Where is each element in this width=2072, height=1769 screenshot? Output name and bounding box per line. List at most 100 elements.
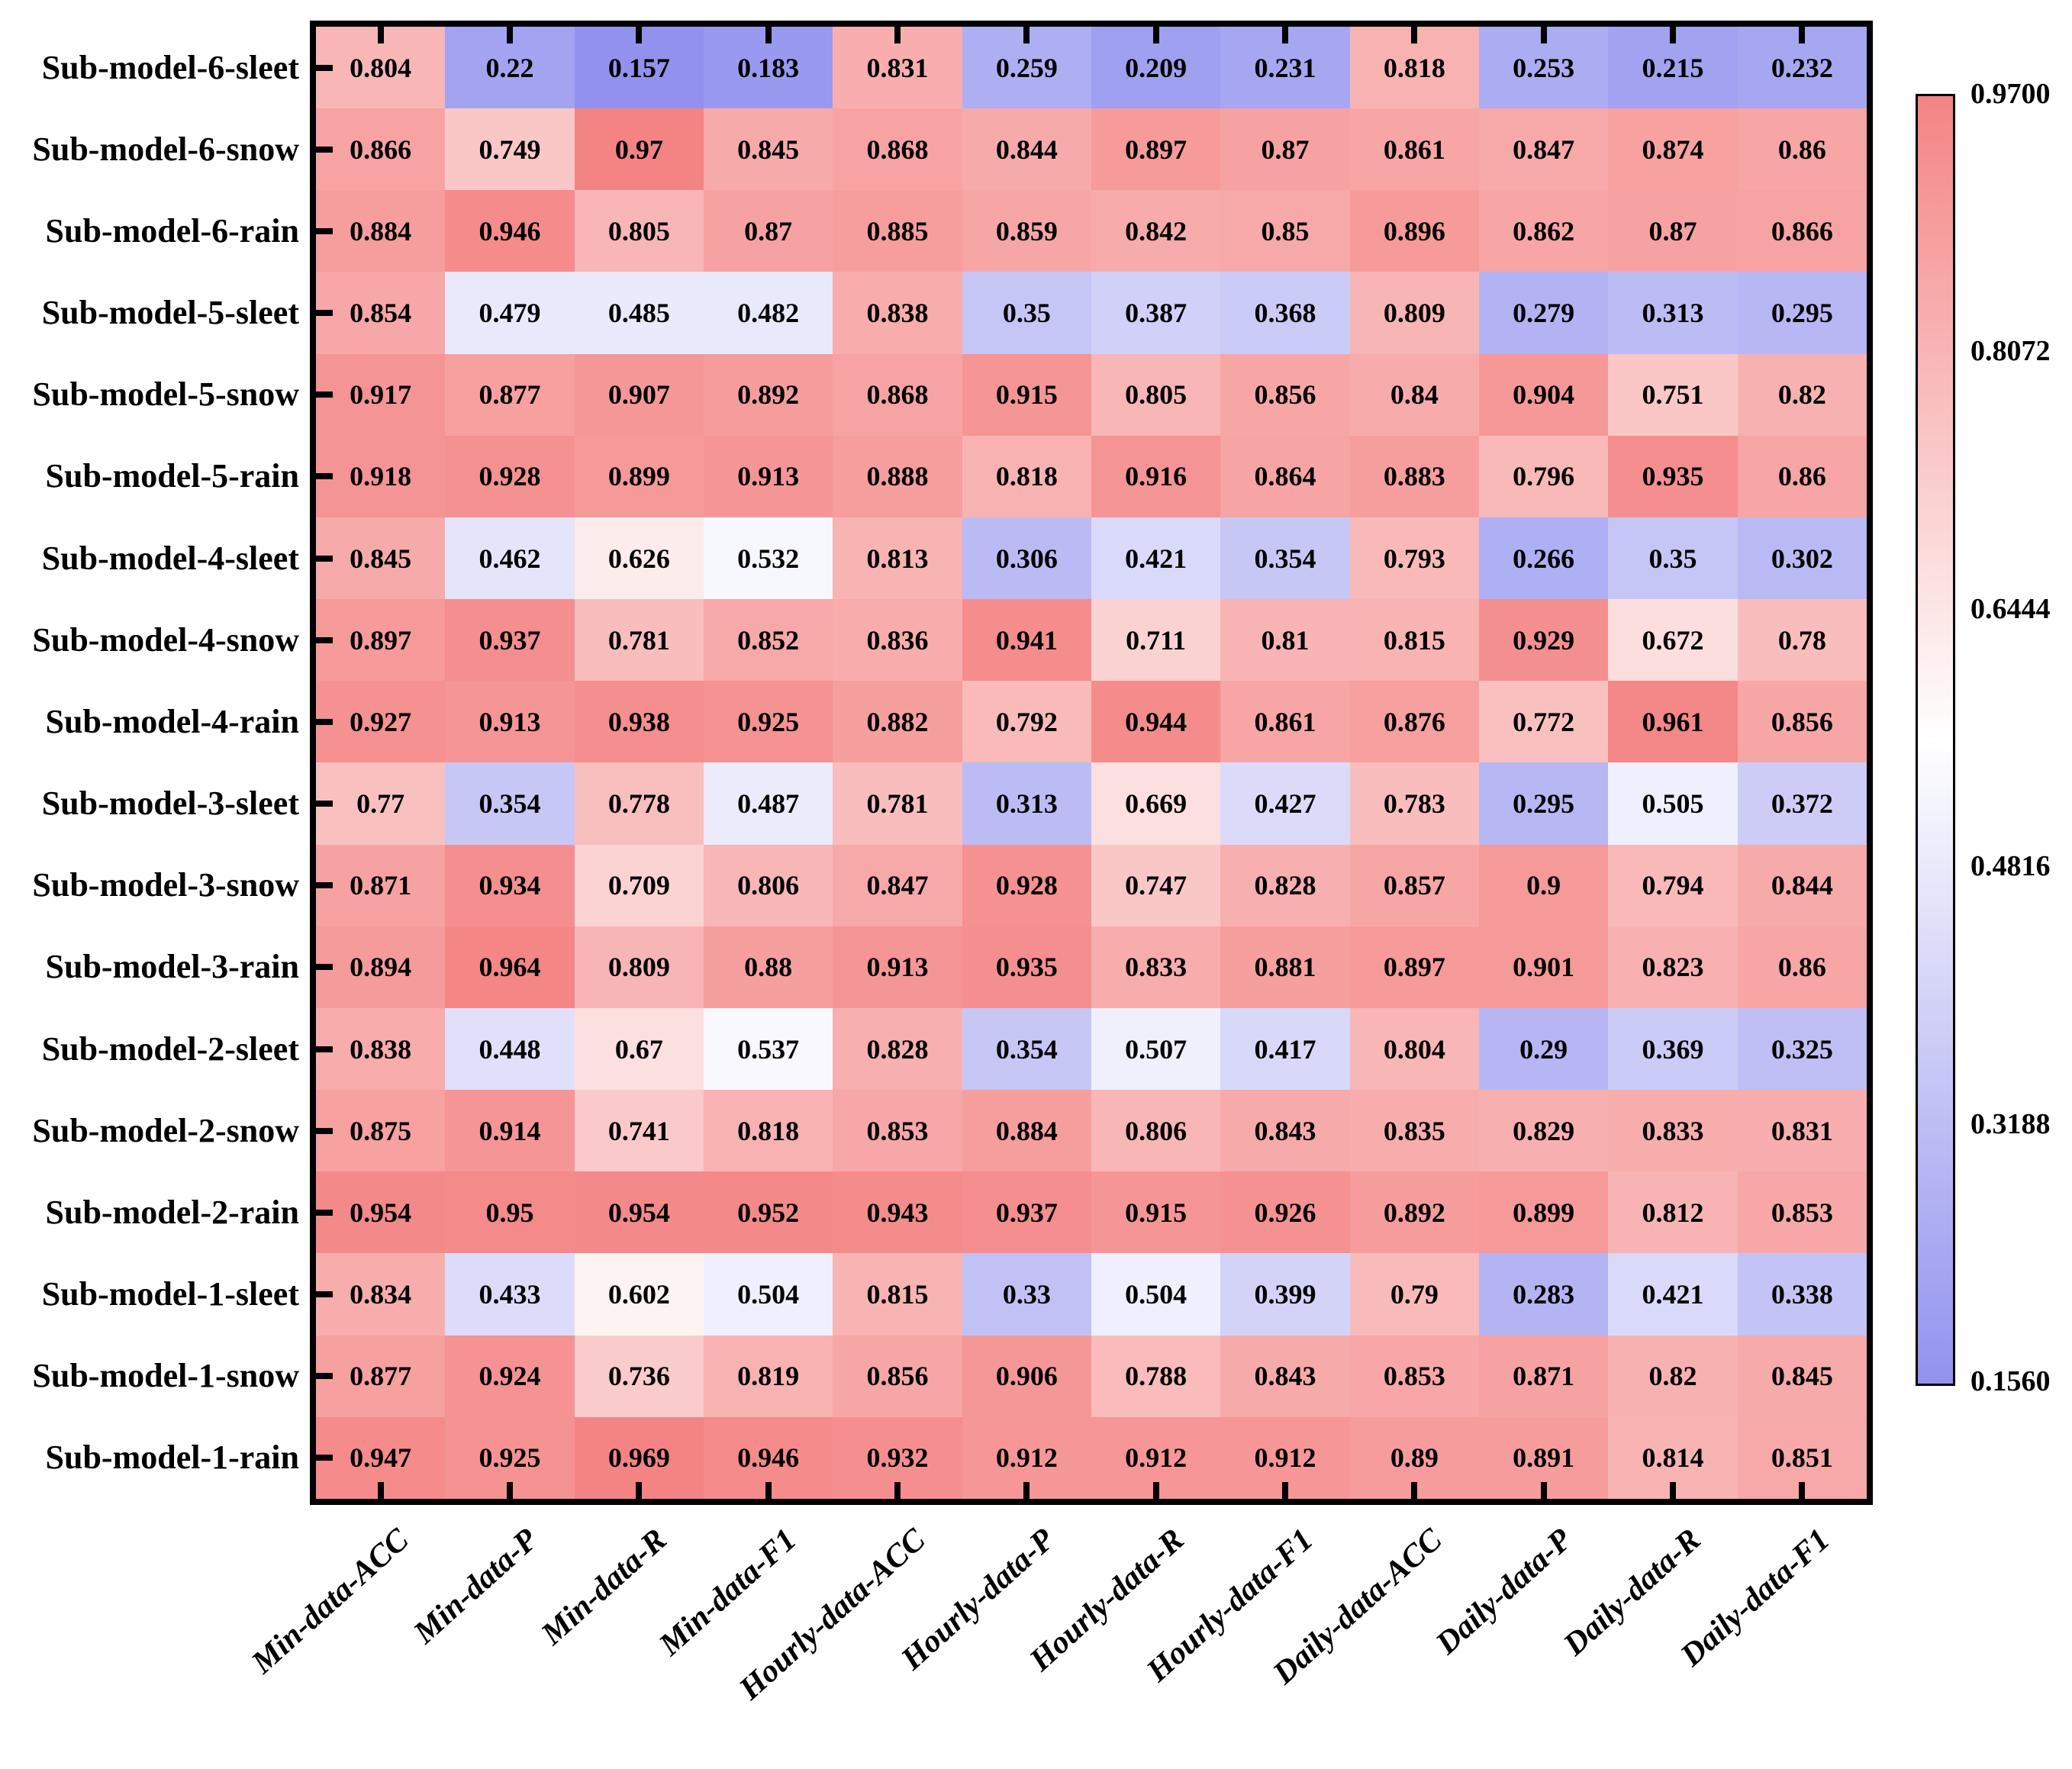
cell-value: 0.851: [1771, 1442, 1833, 1474]
heatmap-cell: 0.935: [962, 926, 1091, 1008]
heatmap-cell: 0.29: [1478, 1007, 1609, 1091]
heatmap-cell: 0.792: [962, 681, 1091, 763]
heatmap-cell: 0.833: [1091, 926, 1221, 1008]
colorbar-tick-label: 0.4816: [1970, 850, 2051, 883]
cell-value: 0.854: [350, 298, 412, 329]
cell-value: 0.845: [737, 134, 800, 165]
heatmap-cell: 0.33: [962, 1253, 1091, 1336]
heatmap-cell: 0.843: [1220, 1335, 1350, 1417]
tick-mark: [1023, 1482, 1030, 1499]
cell-value: 0.804: [350, 52, 412, 83]
heatmap-cell: 0.913: [703, 435, 833, 517]
heatmap-cell: 0.842: [1091, 190, 1221, 272]
heatmap-cell: 0.964: [445, 926, 575, 1008]
heatmap-cell: 0.672: [1608, 599, 1738, 682]
heatmap-cell: 0.845: [316, 517, 446, 600]
cell-value: 0.897: [1125, 134, 1187, 165]
heatmap-cell: 0.747: [1091, 844, 1221, 926]
cell-value: 0.809: [1383, 298, 1445, 329]
cell-value: 0.253: [1513, 52, 1575, 83]
cell-value: 0.77: [356, 788, 405, 820]
colorbar-tick-label: 0.3188: [1970, 1107, 2051, 1140]
heatmap-cell: 0.853: [1737, 1171, 1867, 1254]
tick-mark: [377, 1482, 384, 1499]
heatmap-cell: 0.838: [833, 272, 962, 354]
heatmap-cell: 0.914: [445, 1090, 575, 1172]
heatmap-cell: 0.818: [703, 1090, 833, 1172]
cell-value: 0.844: [995, 134, 1058, 165]
cell-value: 0.751: [1642, 379, 1704, 411]
heatmap-cell: 0.772: [1478, 681, 1609, 763]
heatmap-cell: 0.479: [445, 272, 575, 354]
row-label: Sub-model-2-rain: [45, 1193, 299, 1231]
tick-mark: [316, 636, 333, 643]
heatmap-cell: 0.866: [1737, 190, 1867, 272]
heatmap-cell: 0.95: [445, 1171, 575, 1254]
heatmap-cell: 0.943: [833, 1171, 962, 1254]
heatmap-cell: 0.793: [1349, 517, 1479, 600]
cell-value: 0.946: [737, 1442, 800, 1474]
cell-value: 0.804: [1383, 1033, 1445, 1065]
cell-value: 0.741: [607, 1115, 670, 1146]
heatmap-cell: 0.84: [1349, 353, 1479, 436]
heatmap-cell: 0.885: [833, 190, 962, 272]
heatmap-cell: 0.711: [1091, 599, 1221, 682]
cell-value: 0.86: [1777, 952, 1826, 983]
heatmap-cell: 0.88: [703, 926, 833, 1008]
cell-value: 0.913: [737, 461, 800, 492]
cell-value: 0.944: [1125, 706, 1187, 737]
heatmap-cell: 0.749: [445, 108, 575, 191]
tick-mark: [636, 1482, 643, 1499]
heatmap-cell: 0.868: [833, 108, 962, 191]
heatmap-cell: 0.926: [1220, 1171, 1350, 1254]
cell-value: 0.917: [350, 379, 412, 411]
tick-mark: [316, 473, 333, 480]
heatmap-cell: 0.913: [833, 926, 962, 1008]
tick-mark: [1670, 1482, 1676, 1499]
cell-value: 0.672: [1642, 624, 1704, 656]
heatmap-cell: 0.433: [445, 1253, 575, 1336]
cell-value: 0.711: [1126, 624, 1187, 656]
cell-value: 0.602: [607, 1279, 670, 1310]
tick-mark: [636, 27, 643, 44]
heatmap-cell: 0.892: [1349, 1171, 1479, 1254]
cell-value: 0.433: [479, 1279, 541, 1310]
heatmap-cell: 0.809: [1349, 272, 1479, 354]
cell-value: 0.937: [995, 1197, 1058, 1228]
cell-value: 0.749: [479, 134, 541, 165]
cell-value: 0.844: [1771, 870, 1833, 901]
cell-value: 0.836: [866, 624, 929, 656]
cell-value: 0.417: [1254, 1033, 1316, 1065]
tick-mark: [316, 146, 333, 153]
heatmap-cell: 0.82: [1737, 353, 1867, 436]
cell-value: 0.954: [350, 1197, 412, 1228]
cell-value: 0.232: [1771, 52, 1833, 83]
cell-value: 0.899: [607, 461, 670, 492]
tick-mark: [507, 1482, 513, 1499]
heatmap-cell: 0.883: [1349, 435, 1479, 517]
heatmap-cell: 0.82: [1608, 1335, 1738, 1417]
heatmap-cell: 0.899: [574, 435, 704, 517]
heatmap-cell: 0.868: [833, 353, 962, 436]
cell-value: 0.33: [1002, 1279, 1051, 1310]
cell-value: 0.35: [1002, 298, 1051, 329]
cell-value: 0.709: [607, 870, 670, 901]
cell-value: 0.946: [479, 215, 541, 246]
cell-value: 0.87: [744, 215, 793, 246]
heatmap-cell: 0.844: [1737, 844, 1867, 926]
cell-value: 0.877: [479, 379, 541, 411]
tick-mark: [1799, 1482, 1806, 1499]
cell-value: 0.505: [1642, 788, 1704, 820]
cell-value: 0.781: [866, 788, 929, 820]
cell-value: 0.941: [995, 624, 1058, 656]
cell-value: 0.806: [1125, 1115, 1187, 1146]
heatmap-cell: 0.815: [833, 1253, 962, 1336]
heatmap-cell: 0.954: [316, 1171, 446, 1254]
cell-value: 0.912: [1254, 1442, 1316, 1474]
heatmap-cell: 0.87: [1220, 108, 1350, 191]
cell-value: 0.368: [1254, 298, 1316, 329]
heatmap-cell: 0.941: [962, 599, 1091, 682]
heatmap-cell: 0.85: [1220, 190, 1350, 272]
heatmap-cell: 0.915: [1091, 1171, 1221, 1254]
tick-mark: [894, 27, 901, 44]
